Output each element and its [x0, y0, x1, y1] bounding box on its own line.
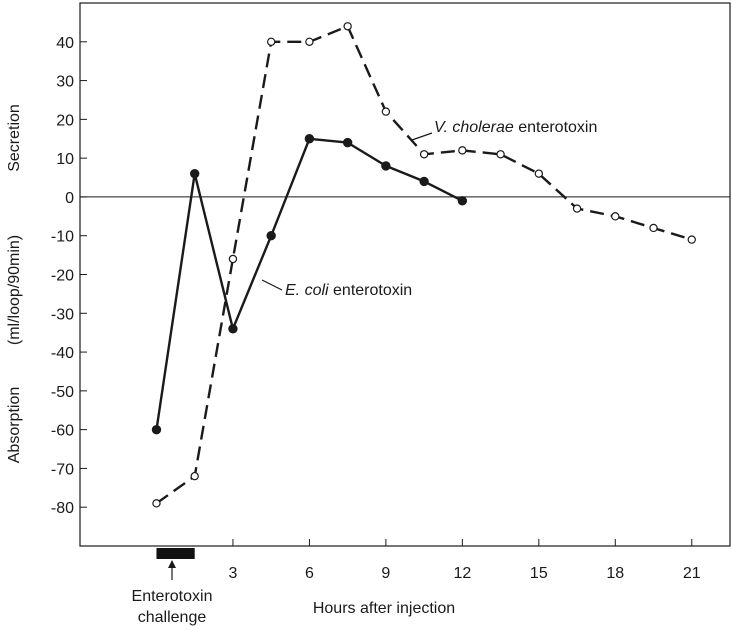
y-tick-label: 30 — [56, 74, 74, 91]
x-tick-label: 15 — [530, 565, 548, 582]
data-point — [611, 212, 620, 221]
y-tick-label: -70 — [51, 461, 74, 478]
data-point — [266, 231, 276, 241]
data-point — [457, 196, 468, 206]
x-tick-label: 21 — [683, 565, 701, 582]
y-tick-label: 20 — [56, 112, 74, 129]
x-tick-label: 12 — [453, 565, 471, 582]
data-point — [687, 235, 696, 244]
x-tick-label: 18 — [606, 565, 624, 582]
series-line — [155, 25, 693, 505]
x-tick-label: 3 — [228, 565, 237, 582]
x-tick-label: 6 — [305, 565, 314, 582]
y-axis-title-absorption: Absorption — [6, 387, 23, 464]
v-cholerae-annotation-leader — [411, 132, 433, 141]
v-cholerae-annotation-rest: enterotoxin — [514, 119, 598, 136]
challenge-marker: Enterotoxin challenge — [132, 548, 213, 626]
challenge-arrow-head — [168, 560, 176, 568]
challenge-bar — [156, 548, 195, 559]
y-tick-label: 10 — [56, 151, 74, 168]
challenge-label-line1: Enterotoxin — [132, 588, 213, 605]
data-point — [304, 134, 315, 144]
data-point — [152, 499, 161, 508]
data-point — [266, 37, 276, 46]
plot-frame — [79, 2, 731, 547]
data-point — [342, 137, 353, 148]
x-tick-label: 9 — [381, 565, 390, 582]
data-point — [343, 22, 352, 31]
y-tick-label: -40 — [51, 345, 74, 362]
e-coli-annotation-label: E. coli enterotoxin — [285, 282, 412, 299]
x-axis-title: Hours after injection — [313, 600, 455, 617]
data-point — [228, 324, 238, 334]
v-cholerae-annotation: V. cholerae enterotoxin — [411, 119, 597, 141]
e-coli-annotation-leader — [261, 279, 283, 291]
data-point — [572, 204, 582, 213]
data-point — [649, 223, 658, 233]
data-point — [419, 176, 429, 187]
data-point — [228, 254, 238, 264]
data-point — [534, 169, 544, 178]
y-tick-label: -80 — [51, 500, 74, 517]
challenge-label-line2: challenge — [138, 609, 207, 626]
y-tick-label: -50 — [51, 384, 74, 401]
y-axis-title-units: (ml/loop/90min) — [6, 235, 23, 345]
v-cholerae-annotation-label: V. cholerae enterotoxin — [434, 119, 597, 136]
series-1 — [151, 134, 468, 435]
data-point — [305, 37, 314, 46]
data-point — [419, 150, 429, 159]
data-point — [381, 161, 391, 171]
data-point — [496, 150, 505, 159]
data-point — [190, 471, 199, 481]
y-tick-label: -60 — [51, 423, 74, 440]
data-point — [381, 107, 391, 116]
y-tick-label: -20 — [51, 268, 74, 285]
data-point — [458, 146, 467, 155]
y-tick-label: 40 — [56, 35, 74, 52]
data-point — [190, 168, 200, 179]
e-coli-annotation-italic: E. coli — [285, 282, 329, 299]
e-coli-annotation-rest: enterotoxin — [329, 282, 413, 299]
y-tick-label: -30 — [51, 306, 74, 323]
y-tick-label: 0 — [65, 190, 74, 207]
v-cholerae-annotation-italic: V. cholerae — [434, 119, 514, 136]
series-0 — [152, 22, 696, 508]
data-point — [151, 424, 162, 435]
y-tick-label: -10 — [51, 229, 74, 246]
e-coli-annotation: E. coli enterotoxin — [261, 279, 412, 299]
y-axis-title-secretion: Secretion — [6, 104, 23, 172]
